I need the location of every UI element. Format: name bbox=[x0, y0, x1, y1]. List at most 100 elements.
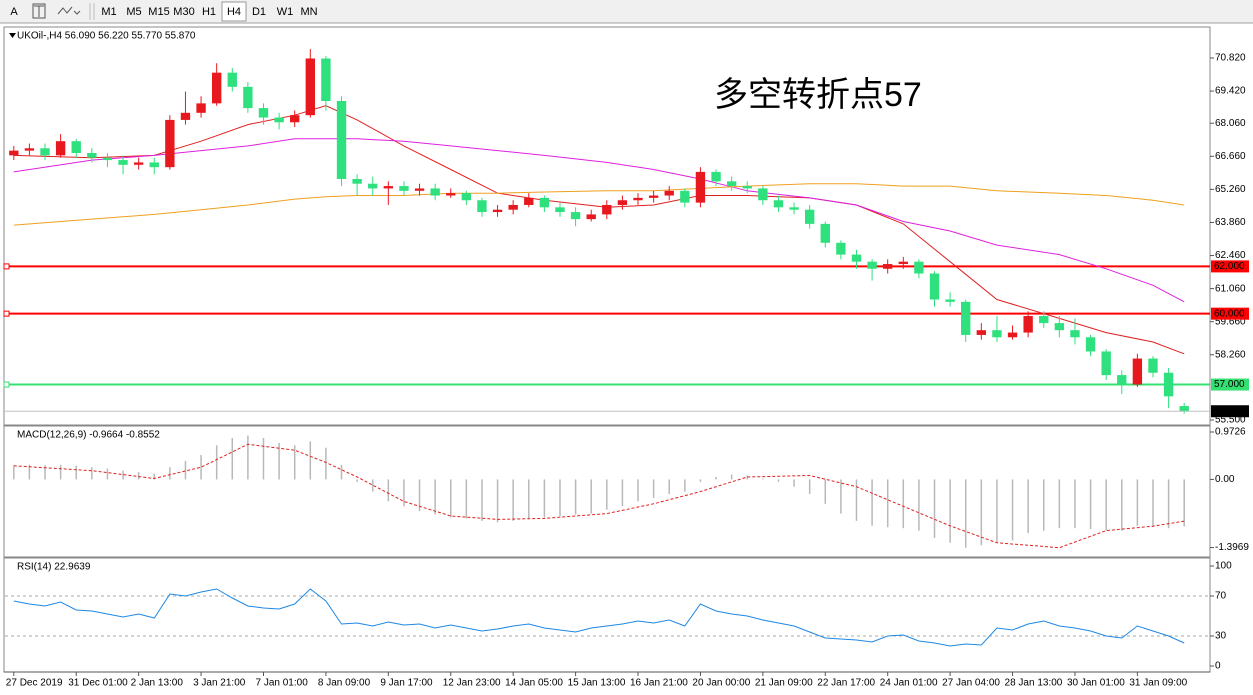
x-tick-label: 27 Jan 04:00 bbox=[942, 678, 1000, 689]
candle-body bbox=[477, 200, 487, 213]
candle-body bbox=[586, 214, 596, 220]
y-tick-label: 65.260 bbox=[1215, 184, 1246, 195]
signal-line bbox=[13, 443, 1185, 549]
x-tick-label: 3 Jan 21:00 bbox=[193, 678, 246, 689]
timeframe-button[interactable]: M15 bbox=[148, 6, 169, 18]
timeframe-button[interactable]: D1 bbox=[252, 6, 266, 18]
title-arrow bbox=[9, 33, 16, 38]
candle-body bbox=[133, 162, 144, 165]
candle-body bbox=[602, 204, 612, 215]
candle-body bbox=[290, 115, 300, 123]
level-tag bbox=[1211, 378, 1249, 391]
candle-body bbox=[742, 186, 752, 189]
candle-body bbox=[492, 209, 503, 213]
candle-body bbox=[461, 193, 472, 201]
level-tag bbox=[1211, 307, 1249, 320]
candle-body bbox=[648, 195, 659, 198]
plot: 70.820 69.420 68.060 66.660 65.260 63.860 62.4… bbox=[3, 31, 1249, 689]
timeframe-button[interactable]: M1 bbox=[101, 6, 116, 18]
candle-body bbox=[836, 242, 846, 255]
level-tag bbox=[1211, 260, 1249, 273]
y-tick-label: 68.060 bbox=[1215, 118, 1246, 129]
candle-body bbox=[945, 299, 955, 302]
candle-body bbox=[258, 108, 269, 118]
candle-body bbox=[1023, 316, 1033, 333]
active-button bbox=[221, 1, 247, 22]
x-tick-label: 28 Jan 13:00 bbox=[1005, 678, 1063, 689]
y-tick-label: 63.860 bbox=[1215, 217, 1246, 228]
level-handle[interactable] bbox=[3, 263, 10, 270]
main-panel bbox=[3, 26, 1211, 426]
candle-body bbox=[1054, 323, 1065, 331]
y-tick-label: 30 bbox=[1215, 631, 1227, 642]
candle-body bbox=[820, 223, 830, 243]
level-handle[interactable] bbox=[3, 310, 10, 317]
timeframe-button[interactable]: M5 bbox=[126, 6, 141, 18]
candle-body bbox=[898, 261, 908, 265]
candle-body bbox=[9, 150, 19, 156]
candle-body bbox=[24, 148, 35, 151]
candle-body bbox=[87, 152, 97, 158]
x-tick-label: 22 Jan 17:00 bbox=[817, 678, 875, 689]
font-button[interactable]: A bbox=[10, 6, 18, 18]
candle-body bbox=[336, 101, 347, 179]
y-tick-label: 61.060 bbox=[1215, 283, 1246, 294]
candle-body bbox=[383, 186, 394, 189]
timeframe-button[interactable]: M30 bbox=[173, 6, 194, 18]
timeframe-button[interactable]: H1 bbox=[202, 6, 216, 18]
candle-body bbox=[664, 190, 674, 196]
text-tool-icon[interactable] bbox=[32, 3, 46, 19]
candle-body bbox=[539, 197, 550, 208]
x-tick-label: 8 Jan 09:00 bbox=[318, 678, 371, 689]
level-label: 57.000 bbox=[1214, 379, 1245, 390]
last-price-tag bbox=[1211, 405, 1249, 418]
candle-body bbox=[1163, 372, 1174, 397]
candle-body bbox=[414, 188, 425, 191]
y-tick-label: 59.660 bbox=[1215, 316, 1246, 327]
candle-body bbox=[446, 193, 456, 196]
y-tick-label: 0 bbox=[1215, 661, 1221, 672]
candle-body bbox=[961, 301, 971, 335]
candle-body bbox=[804, 209, 815, 224]
rsi-panel bbox=[3, 557, 1211, 673]
moving-average bbox=[13, 105, 1185, 355]
candle-body bbox=[726, 181, 737, 187]
timeframe-button[interactable]: H4 bbox=[227, 6, 241, 18]
timeframe-button[interactable]: MN bbox=[300, 6, 317, 18]
candle-body bbox=[711, 171, 721, 182]
candle-body bbox=[758, 188, 768, 201]
candle-body bbox=[680, 190, 690, 203]
x-tick-label: 16 Jan 21:00 bbox=[630, 678, 688, 689]
x-tick-label: 2 Jan 13:00 bbox=[131, 678, 184, 689]
candle-body bbox=[1132, 358, 1143, 385]
x-tick-label: 7 Jan 01:00 bbox=[255, 678, 308, 689]
candle-body bbox=[570, 212, 581, 220]
timeframe-button[interactable]: W1 bbox=[277, 6, 294, 18]
panel-title: MACD(12,26,9) -0.9664 -0.8552 bbox=[17, 430, 160, 441]
candle-body bbox=[883, 264, 893, 269]
candle-body bbox=[118, 160, 128, 165]
level-handle[interactable] bbox=[3, 381, 10, 388]
candle-body bbox=[1085, 337, 1096, 352]
y-tick-label: 62.460 bbox=[1215, 250, 1246, 261]
candle-body bbox=[368, 183, 378, 189]
y-tick-label: -1.3969 bbox=[1215, 542, 1249, 553]
candle-body bbox=[508, 204, 518, 210]
toolbar bbox=[0, 0, 1253, 23]
candle-body bbox=[55, 141, 66, 156]
macd-panel bbox=[3, 425, 1211, 558]
candle-body bbox=[1101, 351, 1111, 376]
y-tick-label: 70.820 bbox=[1215, 53, 1246, 64]
y-tick-label: 58.260 bbox=[1215, 349, 1246, 360]
candle-body bbox=[149, 162, 159, 168]
candle-body bbox=[180, 112, 191, 120]
candle-body bbox=[1179, 406, 1189, 412]
candle-body bbox=[914, 261, 924, 274]
shapes-tool-icon[interactable] bbox=[57, 6, 81, 15]
level-label: 62.000 bbox=[1214, 261, 1245, 272]
candle-body bbox=[196, 103, 206, 113]
x-tick-label: 24 Jan 01:00 bbox=[880, 678, 938, 689]
x-tick-label: 31 Jan 09:00 bbox=[1129, 678, 1187, 689]
candle-body bbox=[243, 86, 253, 109]
candle-body bbox=[211, 72, 222, 104]
